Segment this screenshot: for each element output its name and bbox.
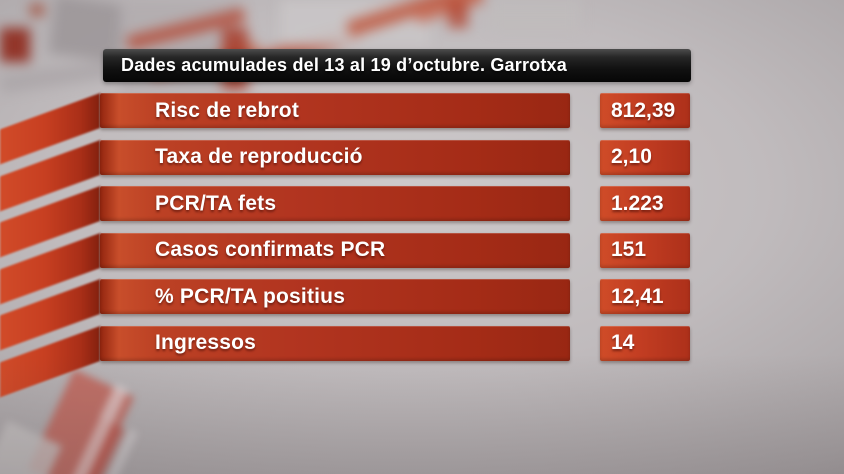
stat-value-box: 1.223 [600,186,690,221]
stat-value: 812,39 [611,98,676,122]
stat-label-bar: PCR/TA fets [100,186,570,221]
background-shape [0,28,30,62]
stat-label-bar: Casos confirmats PCR [100,232,570,268]
background-shape [490,0,580,30]
stat-label-bar: Risc de rebrot [100,93,570,128]
stat-value: 1.223 [611,191,664,215]
stat-label-bar: % PCR/TA positius [100,279,570,314]
stat-value-box: 12,41 [600,279,690,314]
stat-label: PCR/TA fets [155,191,277,215]
background-shape [30,4,44,16]
stats-table: Risc de rebrot 812,39 Taxa de reproducci… [0,93,844,372]
stat-value: 14 [611,331,635,354]
stat-row: % PCR/TA positius 12,41 [0,279,844,314]
stat-row: Risc de rebrot 812,39 [0,93,844,128]
stat-value: 12,41 [611,284,664,308]
stat-value: 2,10 [611,145,652,168]
bottom-shade [0,354,844,474]
stat-label-bar: Ingressos [100,325,570,361]
stat-label-bar: Taxa de reproducció [100,139,570,175]
title-bar: Dades acumulades del 13 al 19 d’octubre.… [103,49,691,82]
stat-row: Casos confirmats PCR 151 [0,232,844,268]
stat-value-box: 812,39 [600,93,690,128]
stat-row: Taxa de reproducció 2,10 [0,139,844,175]
background-shape [448,2,468,28]
stat-label: Taxa de reproducció [155,145,363,168]
stat-value-box: 151 [600,232,690,268]
stat-row: PCR/TA fets 1.223 [0,186,844,221]
page-title: Dades acumulades del 13 al 19 d’octubre.… [121,55,567,75]
stat-label: Ingressos [155,331,257,354]
stat-label: % PCR/TA positius [155,284,346,308]
stat-row: Ingressos 14 [0,325,844,361]
stat-value-box: 14 [600,325,690,361]
stat-value: 151 [611,238,647,261]
stat-label: Casos confirmats PCR [155,238,386,261]
stat-value-box: 2,10 [600,139,690,175]
stat-label: Risc de rebrot [155,98,300,122]
